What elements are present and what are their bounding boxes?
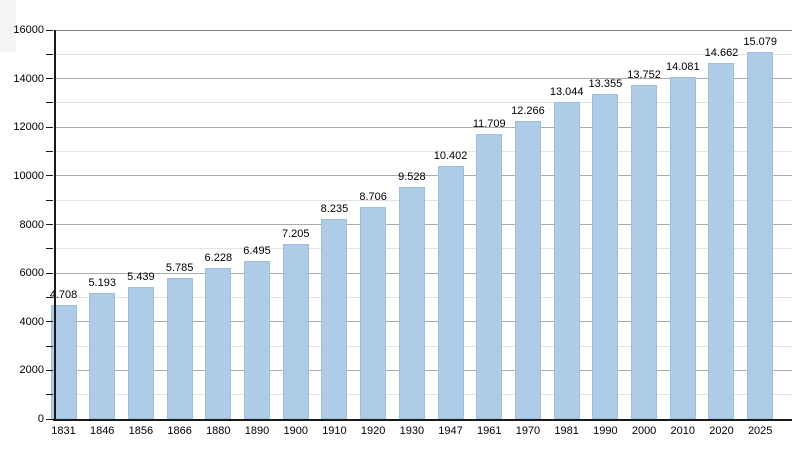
bar-value-label: 8.235 (320, 202, 349, 215)
bar-value-label: 6.495 (243, 245, 271, 258)
bar (282, 243, 309, 419)
bar (669, 76, 696, 419)
y-axis-tick (46, 175, 53, 177)
y-axis-label: 0 (37, 413, 44, 425)
corner-artifact (0, 0, 16, 52)
bar-value-label: 14.081 (665, 60, 700, 73)
x-axis-label: 1856 (128, 425, 154, 437)
y-axis-tick (46, 321, 53, 323)
bar-value-label: 14.662 (704, 46, 739, 59)
x-axis-label: 2020 (709, 425, 734, 437)
x-axis-label: 1961 (477, 425, 502, 437)
bar (553, 101, 580, 419)
bar-value-label: 13.752 (627, 68, 661, 81)
bar-value-label: 4.708 (49, 288, 78, 301)
x-axis-label: 1990 (593, 425, 618, 437)
x-axis-label: 1846 (89, 425, 115, 437)
bar (166, 278, 193, 419)
bar (127, 286, 154, 419)
x-axis-label: 1866 (167, 425, 192, 437)
bar-value-label: 9.528 (398, 171, 426, 184)
bar (476, 134, 503, 419)
bar-value-label: 11.709 (472, 118, 506, 131)
y-gridline (55, 126, 792, 128)
x-axis-label: 1900 (283, 425, 308, 437)
y-axis-tick (46, 345, 53, 347)
bar-value-label: 13.355 (588, 78, 623, 91)
y-axis-tick (46, 151, 53, 153)
bar (244, 261, 271, 419)
x-axis-label: 1831 (51, 425, 76, 437)
y-axis-tick (46, 224, 53, 225)
x-axis-label: 2010 (670, 425, 696, 437)
y-axis-tick (46, 394, 53, 396)
bar (592, 94, 619, 419)
x-axis-label: 1981 (554, 425, 579, 437)
y-gridline (55, 175, 792, 177)
y-axis (53, 30, 56, 419)
y-axis-tick (46, 53, 53, 55)
y-axis-tick (46, 418, 53, 420)
bar-value-label: 5.193 (88, 276, 116, 289)
bar (205, 267, 232, 419)
bar-value-label: 15.079 (743, 36, 778, 49)
y-gridline (55, 102, 792, 104)
y-axis-label: 8000 (19, 218, 44, 231)
bar (360, 207, 387, 419)
x-axis-label: 1920 (360, 425, 386, 437)
bar-value-label: 7.205 (281, 227, 310, 240)
y-axis-label: 12000 (13, 121, 44, 134)
bar (708, 62, 735, 419)
y-axis-tick (46, 126, 53, 128)
y-axis-label: 4000 (19, 315, 44, 328)
x-axis (53, 418, 792, 421)
bar (514, 120, 541, 419)
y-axis-label: 14000 (13, 72, 44, 85)
y-axis-tick (46, 296, 53, 298)
bar-value-label: 10.402 (433, 150, 468, 163)
x-axis-label: 1880 (206, 425, 231, 437)
x-axis-label: 1947 (438, 425, 463, 437)
bar (321, 218, 348, 419)
bar (89, 292, 116, 419)
bar-value-label: 12.266 (511, 104, 545, 117)
x-axis-label: 1970 (515, 425, 541, 437)
y-axis-label: 2000 (19, 364, 44, 377)
bar (631, 84, 658, 419)
y-gridline (55, 151, 792, 153)
bar (437, 166, 464, 419)
y-axis-label: 6000 (19, 267, 44, 280)
bar-value-label: 5.439 (127, 270, 155, 283)
x-axis-label: 1890 (244, 425, 270, 437)
x-axis-label: 2025 (747, 425, 773, 437)
y-gridline (55, 53, 792, 55)
bar-value-label: 13.044 (549, 85, 584, 98)
y-axis-tick (46, 102, 53, 104)
y-gridline (55, 29, 792, 31)
y-axis-tick (46, 369, 53, 371)
bar-value-label: 5.785 (165, 262, 194, 275)
x-axis-label: 2000 (631, 425, 657, 437)
y-axis-tick (46, 248, 53, 250)
y-axis-tick (46, 29, 53, 31)
y-axis-tick (46, 78, 53, 80)
bar (398, 187, 425, 419)
y-axis-label: 16000 (13, 24, 44, 36)
x-axis-label: 1930 (399, 425, 425, 437)
bar-value-label: 6.228 (204, 251, 233, 264)
x-axis-label: 1910 (322, 425, 347, 437)
y-gridline (55, 78, 792, 80)
bar-value-label: 8.706 (359, 191, 387, 204)
bar (747, 52, 774, 419)
y-axis-tick (46, 199, 53, 201)
y-axis-tick (46, 272, 53, 274)
y-axis-label: 10000 (13, 169, 44, 182)
